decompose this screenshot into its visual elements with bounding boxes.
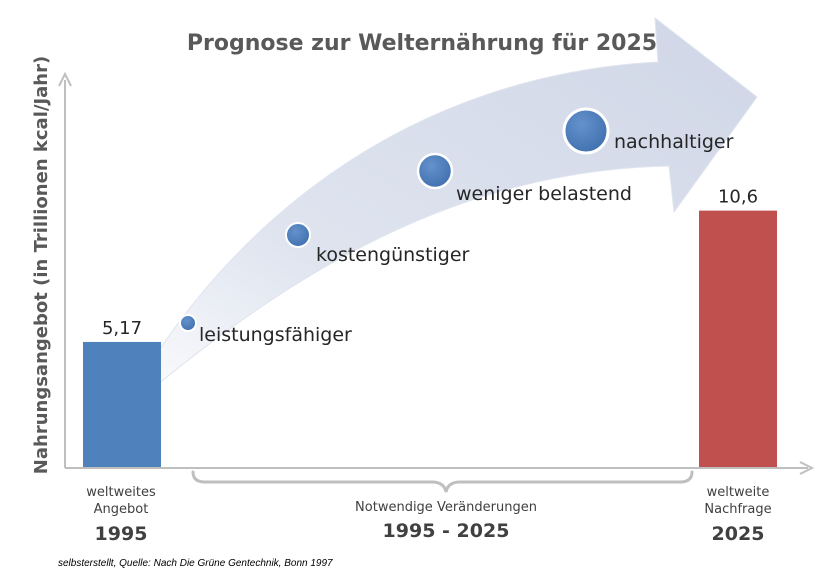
value-label-demand: 10,6 (718, 187, 758, 208)
brace-period: 1995 - 2025 (383, 520, 510, 542)
year-label-1995: 1995 (95, 523, 148, 545)
y-axis-label: Nahrungsangebot (in Trillionen kcal/Jahr… (31, 56, 52, 474)
brace-label: Notwendige Veränderungen (355, 500, 537, 515)
bar-supply-1995 (83, 341, 161, 467)
step-label-4: nachhaltiger (614, 131, 734, 153)
source-note: selbsterstellt, Quelle: Nach Die Grüne G… (58, 558, 333, 569)
year-label-2025: 2025 (712, 523, 765, 545)
step-dot-4 (562, 107, 610, 155)
step-dot-1 (179, 314, 197, 332)
category-label-supply-line1: weltweites (86, 485, 156, 500)
period-brace (191, 470, 694, 493)
category-label-demand-line1: weltweite (707, 485, 770, 500)
y-axis-arrowhead (58, 71, 72, 87)
step-dot-3 (416, 152, 454, 190)
step-label-3: weniger belastend (456, 183, 632, 205)
x-axis-arrowhead (799, 461, 815, 475)
category-label-supply-line2: Angebot (94, 502, 149, 517)
category-label-demand-line2: Nachfrage (704, 502, 771, 517)
bar-demand-2025 (699, 210, 777, 468)
step-label-2: kostengünstiger (316, 244, 470, 266)
value-label-supply: 5,17 (102, 318, 142, 339)
step-dot-2 (285, 222, 311, 248)
trend-arrow (117, 16, 758, 419)
step-label-1: leistungsfähiger (199, 324, 352, 346)
chart-title: Prognose zur Welternährung für 2025 (187, 31, 657, 56)
